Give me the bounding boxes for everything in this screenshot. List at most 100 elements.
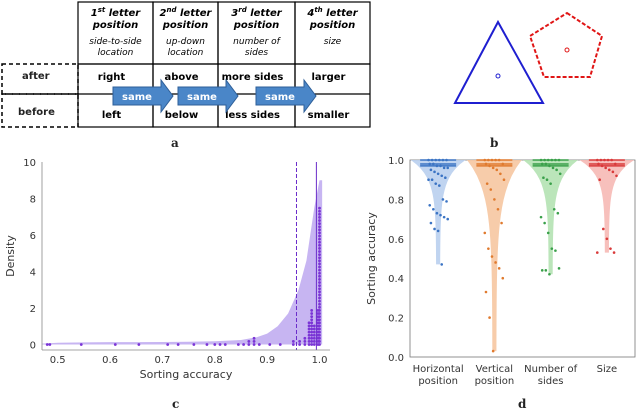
- x-tick-label: 1.0: [312, 355, 328, 366]
- data-point: [298, 340, 302, 343]
- data-point: [310, 336, 314, 340]
- data-point: [595, 251, 599, 254]
- data-point: [483, 231, 487, 235]
- data-point: [268, 343, 272, 346]
- data-point: [318, 231, 321, 235]
- violin-2: [467, 160, 522, 352]
- same-arrow-label-3: same: [265, 92, 295, 103]
- data-point: [484, 162, 488, 166]
- data-point: [318, 268, 321, 272]
- data-point: [318, 305, 321, 309]
- data-point: [307, 336, 311, 340]
- caption-a: a: [171, 136, 179, 150]
- data-point: [247, 343, 251, 346]
- y-tick-label: 2: [30, 304, 36, 315]
- data-point: [318, 206, 321, 210]
- data-point: [430, 178, 434, 181]
- x-axis-label: Sorting accuracy: [140, 368, 233, 381]
- data-point: [603, 158, 606, 162]
- same-arrow-3: [255, 78, 317, 114]
- data-point: [303, 340, 307, 343]
- header-title-4: position: [309, 20, 356, 31]
- data-point: [595, 158, 599, 162]
- data-point: [442, 215, 446, 219]
- data-point: [312, 336, 316, 340]
- data-point: [318, 237, 321, 241]
- category-label: Horizontal: [413, 364, 464, 375]
- data-point: [494, 158, 497, 162]
- letter-position-table: 1st letterpositionside-to-sidelocation2n…: [1, 1, 371, 128]
- after-value-1: right: [98, 72, 126, 83]
- data-point: [218, 343, 222, 346]
- data-point: [500, 221, 503, 225]
- data-point: [439, 164, 442, 168]
- data-point: [544, 269, 548, 272]
- data-point: [318, 247, 321, 250]
- data-point: [487, 158, 490, 162]
- data-point: [607, 168, 611, 172]
- data-point: [242, 343, 246, 346]
- data-point: [613, 162, 617, 166]
- y-tick-label: 0.2: [388, 314, 404, 325]
- data-point: [434, 182, 438, 185]
- data-point: [318, 312, 321, 315]
- data-point: [310, 318, 314, 322]
- data-point: [484, 290, 488, 294]
- data-point: [192, 343, 196, 346]
- data-point: [312, 324, 316, 328]
- row-label-after: after: [22, 71, 50, 82]
- data-point: [176, 343, 180, 346]
- data-point: [548, 164, 551, 168]
- header-desc2-2: location: [168, 48, 204, 58]
- before-value-2: below: [165, 110, 198, 121]
- data-point: [540, 269, 544, 272]
- data-point: [597, 162, 600, 166]
- header-title-1: position: [92, 20, 139, 31]
- data-point: [48, 343, 52, 346]
- data-point: [113, 343, 117, 346]
- data-point: [310, 340, 314, 343]
- data-point: [318, 330, 321, 334]
- x-tick-label: 0.5: [50, 355, 66, 366]
- data-point: [310, 343, 314, 346]
- data-point: [318, 299, 321, 303]
- data-point: [318, 209, 321, 213]
- data-point: [318, 336, 321, 340]
- data-point: [318, 219, 321, 222]
- data-point: [483, 158, 487, 162]
- x-tick-label: 0.9: [259, 355, 275, 366]
- after-value-2: above: [164, 72, 198, 83]
- data-point: [318, 296, 321, 300]
- data-point: [554, 158, 557, 162]
- data-point: [550, 158, 554, 162]
- data-point: [490, 158, 494, 162]
- data-point: [318, 315, 321, 319]
- data-point: [598, 178, 601, 181]
- data-point: [307, 321, 311, 325]
- data-point: [318, 324, 321, 328]
- data-point: [557, 267, 561, 270]
- header-title-2: position: [162, 20, 209, 31]
- data-point: [606, 158, 610, 162]
- data-point: [166, 343, 170, 346]
- same-arrow-1: [112, 78, 174, 114]
- category-label-line2: position: [475, 376, 515, 387]
- data-point: [429, 168, 433, 172]
- data-point: [499, 172, 502, 176]
- data-point: [438, 158, 441, 162]
- data-point: [539, 158, 543, 162]
- y-tick-label: 0.6: [388, 235, 404, 246]
- data-point: [493, 198, 496, 201]
- caption-c: c: [172, 397, 180, 411]
- data-point: [318, 259, 321, 263]
- data-point: [436, 229, 440, 233]
- y-axis-label: Sorting accuracy: [365, 212, 378, 305]
- data-point: [291, 340, 295, 343]
- data-point: [318, 327, 321, 331]
- violin-4: [579, 160, 635, 253]
- data-point: [312, 340, 316, 343]
- category-label-line2: sides: [538, 376, 564, 387]
- y-tick-label: 1.0: [388, 156, 404, 167]
- data-point: [318, 250, 321, 253]
- data-point: [435, 164, 439, 168]
